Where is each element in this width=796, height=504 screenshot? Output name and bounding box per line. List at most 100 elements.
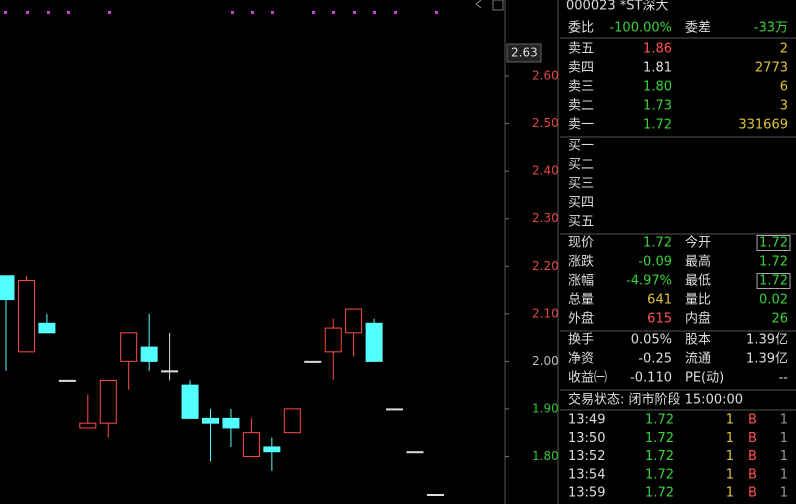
cell: 1.72 xyxy=(645,467,674,482)
candle-body xyxy=(79,422,97,429)
candle-body xyxy=(242,432,260,457)
cell: B xyxy=(748,431,757,446)
cell: 卖三 xyxy=(568,80,594,95)
status: 交易状态: 闭市阶段 15:00:00 xyxy=(568,392,743,408)
cell: 13:50 xyxy=(568,431,605,446)
cell: 委比 xyxy=(568,21,594,36)
cell: 1.72 xyxy=(645,449,674,464)
cursor-box xyxy=(506,43,542,63)
cell: 0.05% xyxy=(631,333,672,348)
candle-body xyxy=(386,408,404,411)
cell: B xyxy=(748,413,757,428)
cell: -- xyxy=(779,371,789,386)
cell: 卖五 xyxy=(568,42,594,57)
cell: 1.72 xyxy=(643,236,672,251)
cell: 13:52 xyxy=(568,449,605,464)
candle-body xyxy=(406,451,424,454)
cell: 13:59 xyxy=(568,486,605,501)
cell: 1.72 xyxy=(759,255,788,270)
candle-body xyxy=(304,360,322,363)
candle-body xyxy=(0,275,15,301)
cell: 1.86 xyxy=(643,42,672,57)
cell: 最高 xyxy=(685,254,711,270)
cell: 1 xyxy=(726,467,734,482)
candle-body xyxy=(365,322,383,362)
y-tick-label: 2.60 xyxy=(532,69,559,83)
y-tick-label: 2.30 xyxy=(532,211,559,225)
candle-body xyxy=(283,408,301,434)
cell: 涨跌 xyxy=(568,254,594,270)
candle-body xyxy=(58,379,76,382)
icon[interactable] xyxy=(475,0,482,9)
cell: 卖一 xyxy=(568,118,594,133)
cell: 615 xyxy=(647,312,672,327)
scroll-button[interactable] xyxy=(492,0,504,11)
cell: 1.80 xyxy=(643,80,672,95)
cell: 1.73 xyxy=(643,99,672,114)
value-box xyxy=(756,273,791,289)
cell: 331669 xyxy=(738,118,788,133)
markers xyxy=(4,11,438,14)
cursor-label: 2.63 xyxy=(511,46,538,60)
cell: 1 xyxy=(726,449,734,464)
y-tick-label: 2.00 xyxy=(532,354,559,368)
y-tick-label: 2.50 xyxy=(532,116,559,130)
cell: 3 xyxy=(780,99,788,114)
cell: 收益㈠ xyxy=(568,371,607,386)
cell: 0.02 xyxy=(759,293,788,308)
cell: 1 xyxy=(726,431,734,446)
cell: 卖四 xyxy=(568,61,594,76)
cell: 1 xyxy=(726,413,734,428)
candle-body xyxy=(202,417,219,424)
y-tick-label: 1.90 xyxy=(532,401,559,415)
cell: 股本 xyxy=(685,333,711,348)
candle-body xyxy=(181,384,199,419)
cell: 1 xyxy=(780,449,788,464)
cell: 卖二 xyxy=(568,99,594,114)
y-tick-label: 2.20 xyxy=(532,259,559,273)
cell: 净资 xyxy=(568,352,594,367)
cell: 1 xyxy=(780,431,788,446)
cell: 1 xyxy=(726,486,734,501)
cell: -4.97% xyxy=(626,274,672,289)
cell: 2 xyxy=(780,42,788,57)
candle-body xyxy=(120,332,138,362)
cell: B xyxy=(748,449,757,464)
cell: 13:49 xyxy=(568,413,605,428)
cell: 现价 xyxy=(568,236,594,251)
candle-body xyxy=(38,322,56,334)
bid-label: 买四 xyxy=(568,196,594,211)
value-box xyxy=(756,235,791,251)
cell: B xyxy=(748,486,757,501)
cell: 1.81 xyxy=(643,61,672,76)
bid-label: 买五 xyxy=(568,215,594,230)
candle-body xyxy=(263,446,281,453)
cell: B xyxy=(748,467,757,482)
candle-body xyxy=(99,379,117,424)
cell: -0.110 xyxy=(630,371,672,386)
bid-label: 买二 xyxy=(568,158,594,173)
cell: 总量 xyxy=(568,293,594,308)
header: 000023 *ST深大 xyxy=(566,0,668,14)
cell: 委差 xyxy=(685,21,711,36)
cell: 1.72 xyxy=(645,413,674,428)
cell: 641 xyxy=(647,293,672,308)
cell: 1.39亿 xyxy=(746,352,788,367)
y-tick-label: 1.80 xyxy=(532,449,559,463)
cell: 1.72 xyxy=(645,486,674,501)
candle-body xyxy=(140,346,158,362)
cell: -0.25 xyxy=(638,352,672,367)
cell: 流通 xyxy=(685,352,711,367)
cell: 1.72 xyxy=(759,236,788,251)
cell: 1.39亿 xyxy=(746,333,788,348)
cell: -0.09 xyxy=(638,255,672,270)
cell: 最低 xyxy=(685,274,711,289)
cell: 6 xyxy=(780,80,788,95)
cell: 1.72 xyxy=(643,118,672,133)
cell: 涨幅 xyxy=(568,274,594,289)
candle-body xyxy=(222,417,240,429)
cell: -33万 xyxy=(754,21,788,36)
cell: 1 xyxy=(780,413,788,428)
cell: 外盘 xyxy=(568,311,594,327)
